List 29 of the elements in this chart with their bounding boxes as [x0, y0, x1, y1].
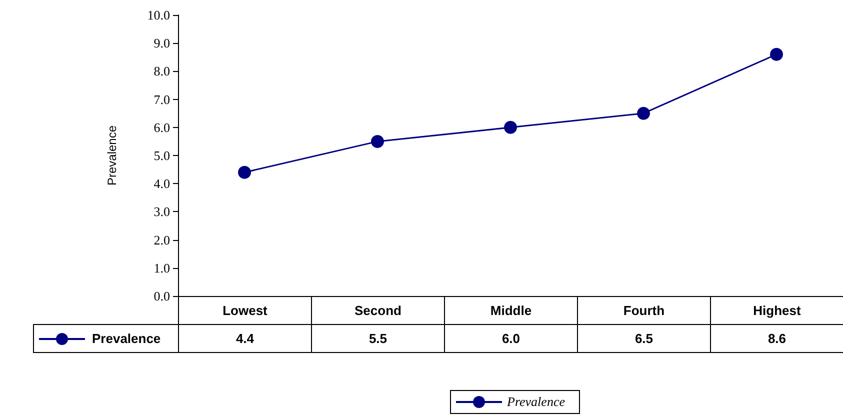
y-tick-label: 7.0: [154, 92, 170, 107]
text: Prevalence: [507, 394, 565, 409]
point: [371, 134, 384, 148]
x-tick-label: Second: [311, 296, 445, 325]
x-tick-label: Lowest: [178, 296, 312, 325]
y-tick-label: 6.0: [154, 120, 170, 135]
legend-label: Prevalence: [92, 331, 161, 346]
data-label: 5.5: [311, 324, 445, 353]
point: [770, 48, 783, 61]
y-tick-label: 5.0: [154, 148, 170, 163]
y-tick-label: 4.0: [154, 176, 170, 192]
data-label: 4.4: [178, 324, 312, 353]
point: [504, 120, 517, 134]
data-label: 6.5: [577, 324, 711, 353]
y-tick-label: 1.0: [154, 260, 170, 276]
y-axis-title: Prevalence: [105, 125, 119, 186]
x-tick-label: Middle: [444, 296, 578, 325]
y-tick-label: 2.0: [154, 232, 170, 248]
y-tick-label: 8.0: [154, 64, 170, 79]
data-label: 6.0: [444, 324, 578, 353]
x-tick-label: Fourth: [577, 296, 711, 325]
y-tick-label: 9.0: [154, 36, 170, 51]
y-tick-label: 10.0: [147, 8, 170, 22]
data-label: 8.6: [710, 324, 843, 353]
y-tick-label: 3.0: [154, 204, 170, 220]
point: [637, 106, 650, 120]
y-tick-label: 0.0: [154, 288, 170, 304]
x-tick-label: Highest: [710, 296, 843, 325]
point: [238, 166, 251, 179]
